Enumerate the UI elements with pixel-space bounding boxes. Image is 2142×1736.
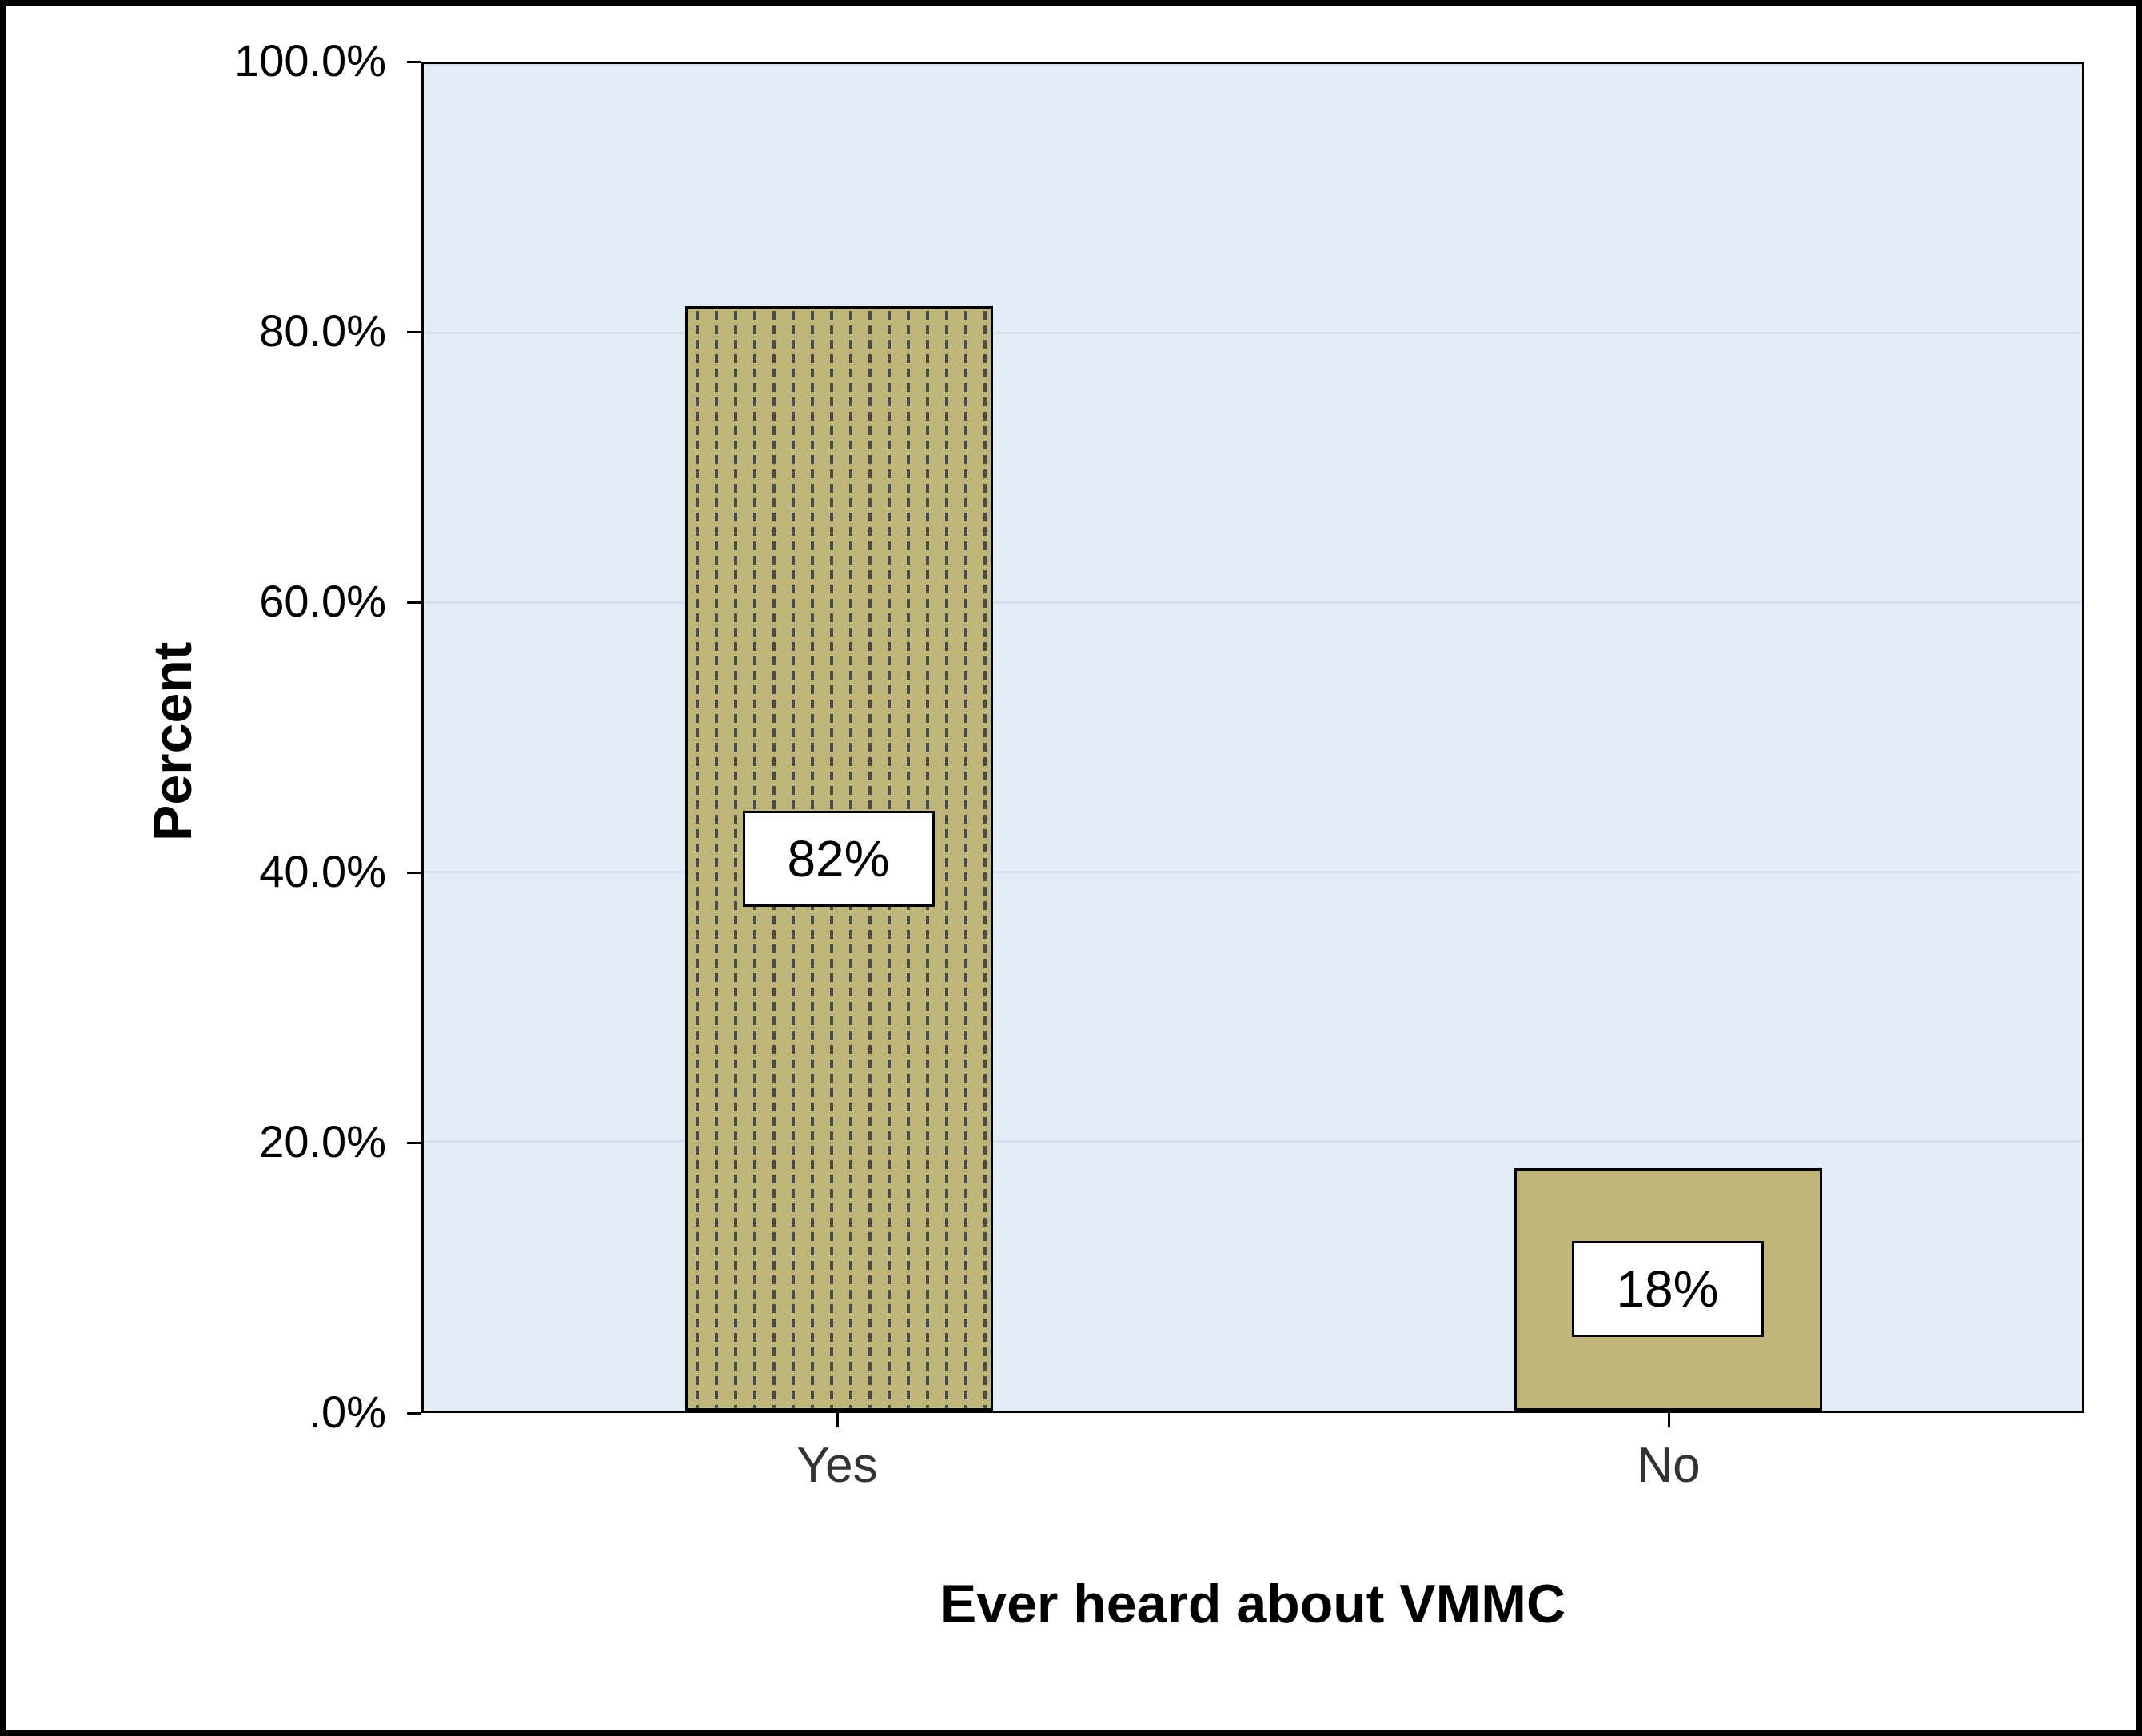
y-tick-label: 100.0% bbox=[234, 34, 386, 86]
gridline bbox=[424, 601, 2082, 604]
y-tick-label: 20.0% bbox=[259, 1115, 386, 1167]
y-tick-label: .0% bbox=[309, 1386, 387, 1438]
data-label-no: 18% bbox=[1572, 1241, 1764, 1337]
gridline bbox=[424, 871, 2082, 873]
y-tick-mark bbox=[407, 872, 421, 874]
x-category-label-yes: Yes bbox=[717, 1437, 957, 1494]
y-tick-label: 60.0% bbox=[259, 575, 386, 627]
y-tick-mark bbox=[407, 1142, 421, 1144]
x-tick-mark bbox=[836, 1413, 839, 1427]
x-tick-mark bbox=[1668, 1413, 1670, 1427]
y-tick-label: 80.0% bbox=[259, 305, 386, 357]
y-tick-mark bbox=[407, 601, 421, 604]
x-category-label-no: No bbox=[1549, 1437, 1789, 1494]
gridline bbox=[424, 64, 2082, 66]
y-tick-mark bbox=[407, 331, 421, 333]
y-tick-mark bbox=[407, 61, 421, 63]
gridline bbox=[424, 332, 2082, 334]
data-label-yes: 82% bbox=[743, 811, 935, 907]
y-axis-title: Percent bbox=[142, 642, 204, 841]
chart-container: 82% 18% .0% 20.0% 40.0% 60.0% 80.0% 100.… bbox=[0, 0, 2142, 1736]
y-tick-mark bbox=[407, 1412, 421, 1415]
data-label-yes-text: 82% bbox=[787, 829, 889, 888]
x-axis-title: Ever heard about VMMC bbox=[421, 1573, 2084, 1635]
plot-area: 82% 18% bbox=[421, 62, 2084, 1413]
data-label-no-text: 18% bbox=[1616, 1259, 1718, 1319]
y-tick-label: 40.0% bbox=[259, 845, 386, 897]
gridline bbox=[424, 1140, 2082, 1143]
